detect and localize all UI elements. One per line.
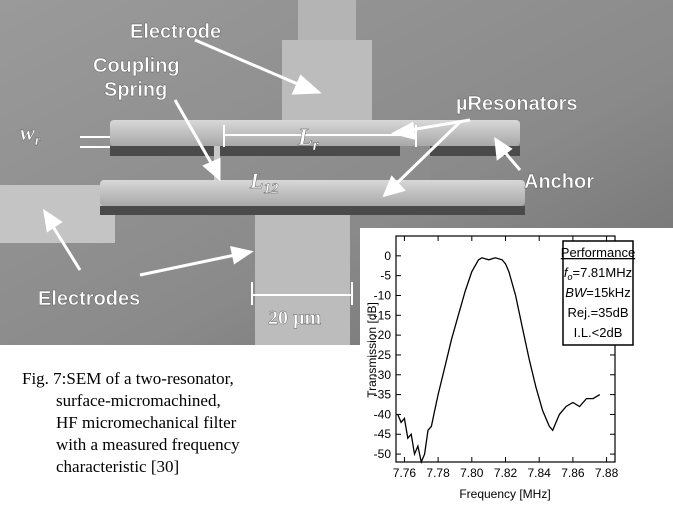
label: Electrode (130, 21, 221, 43)
y-tick-label: -30 (374, 368, 392, 382)
label: Spring (104, 79, 167, 101)
caption-line: surface-micromachined, (56, 391, 221, 410)
annotation-line: I.L.<2dB (574, 325, 623, 340)
y-tick-label: 0 (384, 249, 391, 263)
label: Coupling (93, 55, 180, 77)
x-tick-label: 7.80 (460, 466, 484, 480)
label: µResonators (456, 93, 578, 115)
y-tick-label: -25 (374, 348, 392, 362)
x-tick-label: 7.76 (393, 466, 417, 480)
annotation-title: Performance (561, 245, 635, 260)
text: =7.81MHz (573, 265, 633, 280)
annotation-line: fo=7.81MHz (564, 265, 632, 282)
y-tick-label: -40 (374, 407, 392, 421)
y-tick-label: -45 (374, 427, 392, 441)
x-axis-label: Frequency [MHz] (459, 487, 550, 501)
y-tick-label: -20 (374, 328, 392, 342)
text: Rej.=35dB (567, 305, 628, 320)
caption-line: Fig. 7:SEM of a two-resonator, (22, 369, 234, 388)
symbol: BW (565, 285, 588, 300)
caption-line: characteristic [30] (56, 457, 179, 476)
label: Electrodes (38, 288, 140, 310)
x-tick-label: 7.84 (528, 466, 552, 480)
y-tick-label: -50 (374, 447, 392, 461)
y-tick-label: -10 (374, 288, 392, 302)
label: Anchor (524, 171, 594, 193)
annotation-line: Rej.=35dB (567, 305, 628, 320)
annotation-line: BW=15kHz (565, 285, 630, 300)
y-tick-label: -15 (374, 308, 392, 322)
x-tick-label: 7.88 (595, 466, 619, 480)
x-tick-label: 7.82 (494, 466, 518, 480)
x-tick-label: 7.86 (561, 466, 585, 480)
figure: Electrode Coupling Spring µResonators An… (0, 0, 673, 508)
label: 20 µm (268, 307, 322, 329)
y-tick-label: -5 (380, 269, 391, 283)
text: =15kHz (586, 285, 630, 300)
text: I.L.<2dB (574, 325, 623, 340)
caption-line: HF micromechanical filter (56, 413, 237, 432)
caption: Fig. 7:SEM of a two-resonator, surface-m… (22, 369, 240, 476)
x-tick-label: 7.78 (426, 466, 450, 480)
caption-line: with a measured frequency (56, 435, 240, 454)
y-tick-label: -35 (374, 388, 392, 402)
